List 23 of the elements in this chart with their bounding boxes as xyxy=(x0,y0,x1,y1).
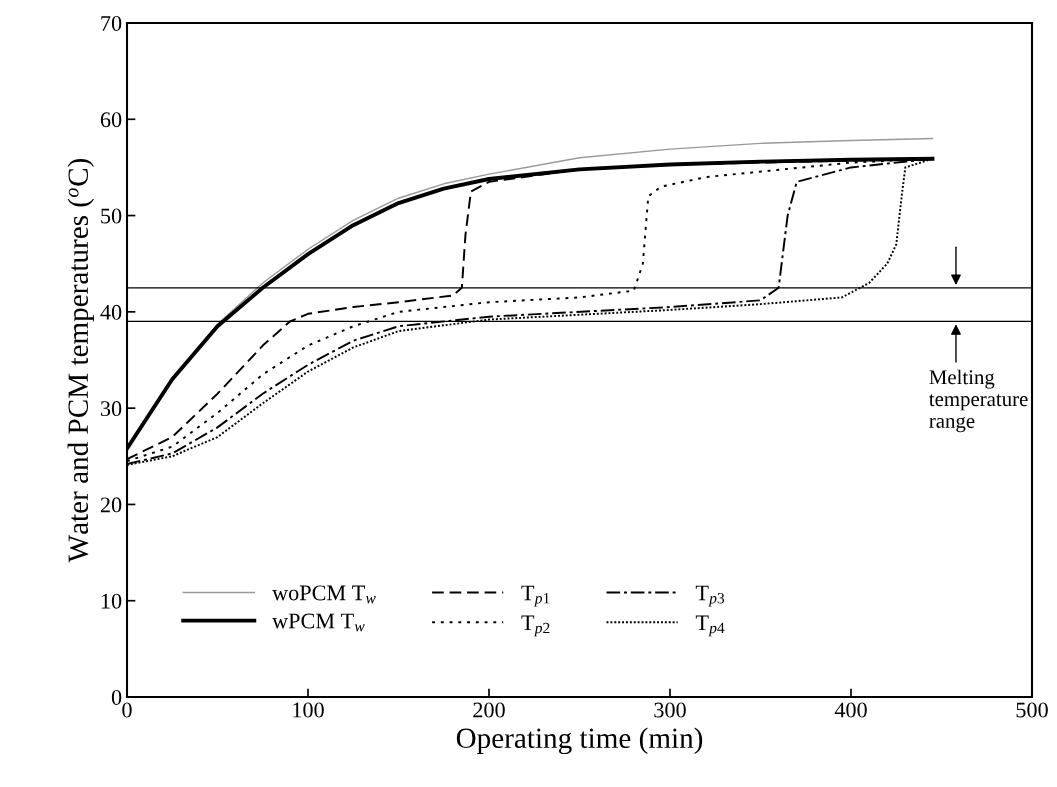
legend-label: wPCM T$_{w}$ xyxy=(272,613,365,632)
x-tick-label: 400 xyxy=(834,702,867,718)
x-tick-label: 200 xyxy=(473,702,505,718)
y-tick-label: 20 xyxy=(100,497,122,513)
y-tick-label: 40 xyxy=(100,304,122,320)
y-tick-label: 10 xyxy=(101,593,122,609)
legend-label: T$_{p3}$ xyxy=(695,585,725,607)
legend-label: woPCM T$_{w}$ xyxy=(272,585,376,604)
y-tick-label: 30 xyxy=(100,401,122,417)
y-tick-label: 0 xyxy=(111,689,122,705)
annotation: Melting temperature range xyxy=(929,369,1028,433)
x-tick-label: 500 xyxy=(1016,702,1048,718)
legend-label: T$_{p4}$ xyxy=(695,615,725,637)
y-axis-title: Water and PCM temperatures ($^{o}$C) xyxy=(67,158,94,563)
y-tick-label: 50 xyxy=(101,208,122,224)
y-tick-label: 60 xyxy=(100,112,122,128)
x-tick-label: 0 xyxy=(122,702,132,718)
x-axis-title: Operating time (min) xyxy=(456,727,703,755)
legend-label: T$_{p1}$ xyxy=(521,585,550,607)
x-tick-label: 100 xyxy=(293,702,324,718)
x-tick-label: 300 xyxy=(654,702,686,718)
y-tick-label: 70 xyxy=(101,15,122,31)
legend-label: T$_{p2}$ xyxy=(521,615,550,637)
